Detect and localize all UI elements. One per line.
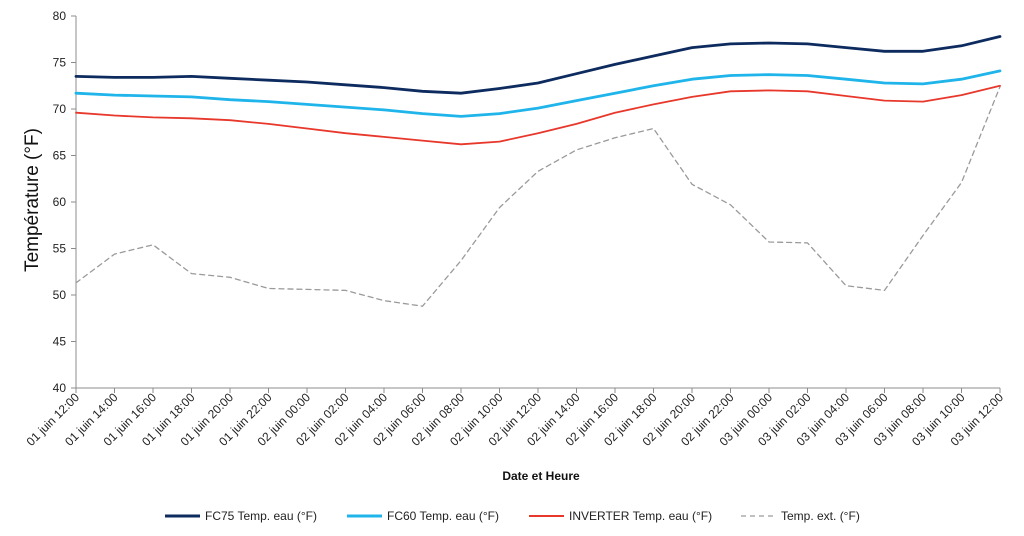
y-tick-label: 50 — [53, 288, 67, 302]
plot-area — [74, 35, 1002, 307]
y-tick-label: 45 — [53, 335, 67, 349]
series-line-fc75 — [74, 35, 1002, 95]
legend: FC75 Temp. eau (°F) FC60 Temp. eau (°F) IN… — [165, 509, 860, 523]
legend-label: FC75 Temp. eau (°F) — [205, 509, 317, 523]
y-axis: 40 45 50 55 60 65 70 75 80 — [53, 9, 77, 395]
y-tick-label: 65 — [53, 149, 67, 163]
legend-label: INVERTER Temp. eau (°F) — [569, 509, 712, 523]
y-tick-label: 60 — [53, 195, 67, 209]
legend-label: Temp. ext. (°F) — [781, 509, 860, 523]
y-tick-label: 80 — [53, 9, 67, 23]
series-line-inverter — [75, 84, 1001, 146]
y-tick-label: 70 — [53, 102, 67, 116]
y-tick-label: 55 — [53, 242, 67, 256]
y-tick-label: 40 — [53, 381, 67, 395]
y-tick-label: 75 — [53, 56, 67, 70]
legend-label: FC60 Temp. eau (°F) — [387, 509, 499, 523]
x-axis-title: Date et Heure — [502, 469, 580, 483]
y-axis-title: Température (°F) — [22, 128, 43, 272]
